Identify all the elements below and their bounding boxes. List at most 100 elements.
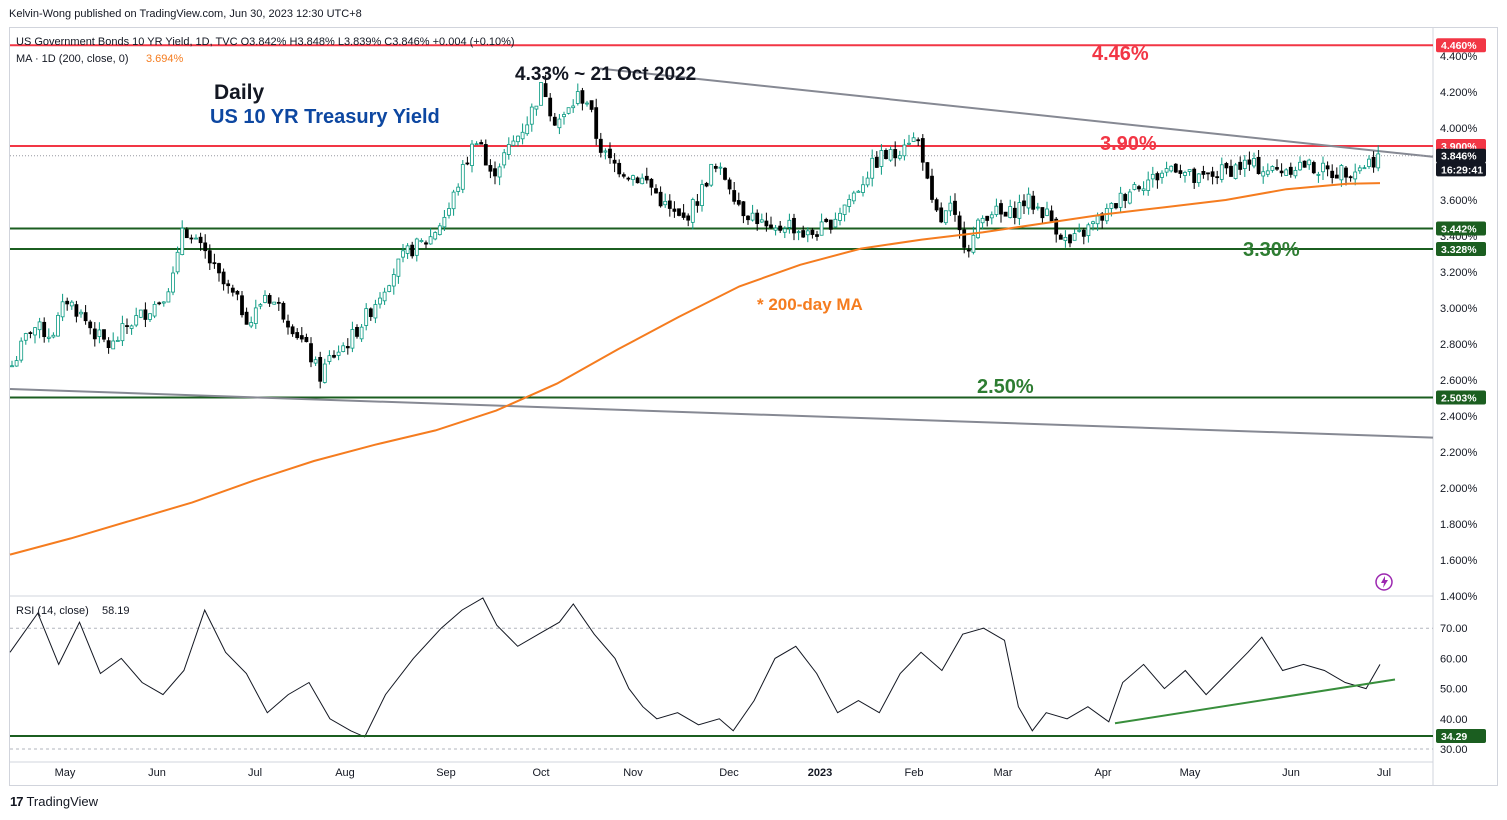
candle-up	[382, 291, 387, 302]
candle-down	[424, 242, 428, 245]
rsi-tick-label: 40.00	[1440, 714, 1468, 726]
candle-down	[681, 212, 686, 218]
price-tag-label: 4.460%	[1441, 40, 1477, 52]
candle-up	[1017, 202, 1022, 219]
candle-down	[1288, 166, 1293, 175]
candle-up	[1219, 164, 1224, 180]
candle-down	[1330, 170, 1335, 179]
candle-down	[1068, 234, 1072, 244]
candle-down	[1210, 171, 1215, 177]
candle-down	[1155, 173, 1160, 181]
candle-down	[235, 290, 240, 295]
candle-down	[1201, 170, 1206, 175]
candle-up	[442, 216, 447, 228]
candle-down	[677, 208, 681, 216]
candle-up	[865, 177, 870, 186]
candle-down	[695, 201, 700, 206]
annotation-250: 2.50%	[977, 376, 1034, 398]
candle-down	[930, 175, 934, 200]
candle-up	[405, 245, 410, 254]
candle-down	[1054, 218, 1059, 235]
candle-down	[621, 174, 626, 177]
candle-down	[217, 263, 221, 274]
candle-up	[539, 82, 543, 106]
candle-down	[1022, 200, 1026, 207]
time-tick-label: Sep	[436, 767, 456, 779]
candle-down	[810, 229, 815, 235]
candle-down	[42, 321, 47, 338]
candle-down	[736, 200, 741, 205]
candle-up	[911, 137, 916, 142]
candle-up	[51, 334, 56, 338]
candle-up	[1077, 229, 1082, 232]
candle-down	[916, 139, 921, 142]
candle-down	[589, 100, 594, 110]
candle-up	[474, 143, 479, 146]
candle-up	[166, 291, 171, 303]
candle-down	[1302, 160, 1307, 168]
candle-up	[33, 327, 37, 336]
price-tag-label: 16:29:41	[1441, 164, 1483, 176]
candle-up	[180, 227, 185, 255]
candle-down	[1012, 207, 1017, 218]
candle-up	[566, 107, 571, 114]
candle-up	[148, 313, 152, 320]
candle-up	[56, 315, 60, 337]
candle-up	[516, 135, 520, 143]
candle-down	[479, 142, 484, 145]
candle-down	[1173, 163, 1178, 173]
candle-down	[1031, 195, 1036, 210]
candle-up	[1316, 173, 1321, 176]
candle-up	[373, 304, 378, 319]
candle-down	[1311, 162, 1316, 174]
candle-down	[28, 332, 33, 334]
footer[interactable]: 17 TradingView	[10, 794, 98, 809]
candle-up	[437, 225, 442, 236]
annotation-390: 3.90%	[1100, 133, 1157, 155]
candle-down	[801, 230, 806, 238]
candle-up	[562, 114, 566, 118]
candle-down	[617, 162, 622, 175]
candle-down	[658, 191, 663, 207]
price-tick-label: 4.000%	[1440, 123, 1478, 135]
candle-up	[980, 217, 985, 224]
candle-down	[893, 149, 898, 159]
candle-down	[704, 182, 709, 187]
candle-down	[230, 287, 235, 293]
candle-up	[1072, 233, 1077, 241]
candle-up	[520, 131, 525, 140]
candle-up	[856, 190, 861, 193]
price-tick-label: 4.400%	[1440, 51, 1478, 63]
candle-up	[1362, 167, 1367, 170]
candle-down	[299, 335, 304, 340]
candle-up	[171, 272, 175, 293]
candle-up	[525, 124, 530, 135]
candle-up	[387, 285, 392, 292]
candle-up	[838, 212, 842, 221]
candle-up	[750, 212, 755, 221]
candle-down	[1178, 170, 1183, 174]
candle-up	[631, 175, 635, 181]
candle-up	[1298, 161, 1302, 171]
candle-down	[318, 357, 323, 382]
time-tick-label: Jun	[1282, 767, 1300, 779]
candle-down	[608, 148, 612, 159]
candle-down	[713, 166, 718, 169]
candle-down	[746, 215, 750, 221]
candle-up	[1095, 215, 1100, 225]
candle-down	[1003, 211, 1008, 217]
candle-up	[1035, 206, 1040, 209]
candle-up	[819, 221, 824, 236]
candle-up	[861, 184, 865, 193]
candle-up	[1357, 167, 1362, 172]
time-tick-label: Aug	[335, 767, 355, 779]
time-tick-label: Nov	[623, 767, 643, 779]
candle-up	[1045, 208, 1049, 216]
candle-up	[534, 105, 539, 110]
event-lightning-bolt-icon	[1381, 576, 1388, 588]
candle-down	[723, 167, 727, 180]
price-tick-label: 3.200%	[1440, 267, 1478, 279]
candle-up	[888, 149, 893, 161]
candle-down	[221, 271, 226, 285]
